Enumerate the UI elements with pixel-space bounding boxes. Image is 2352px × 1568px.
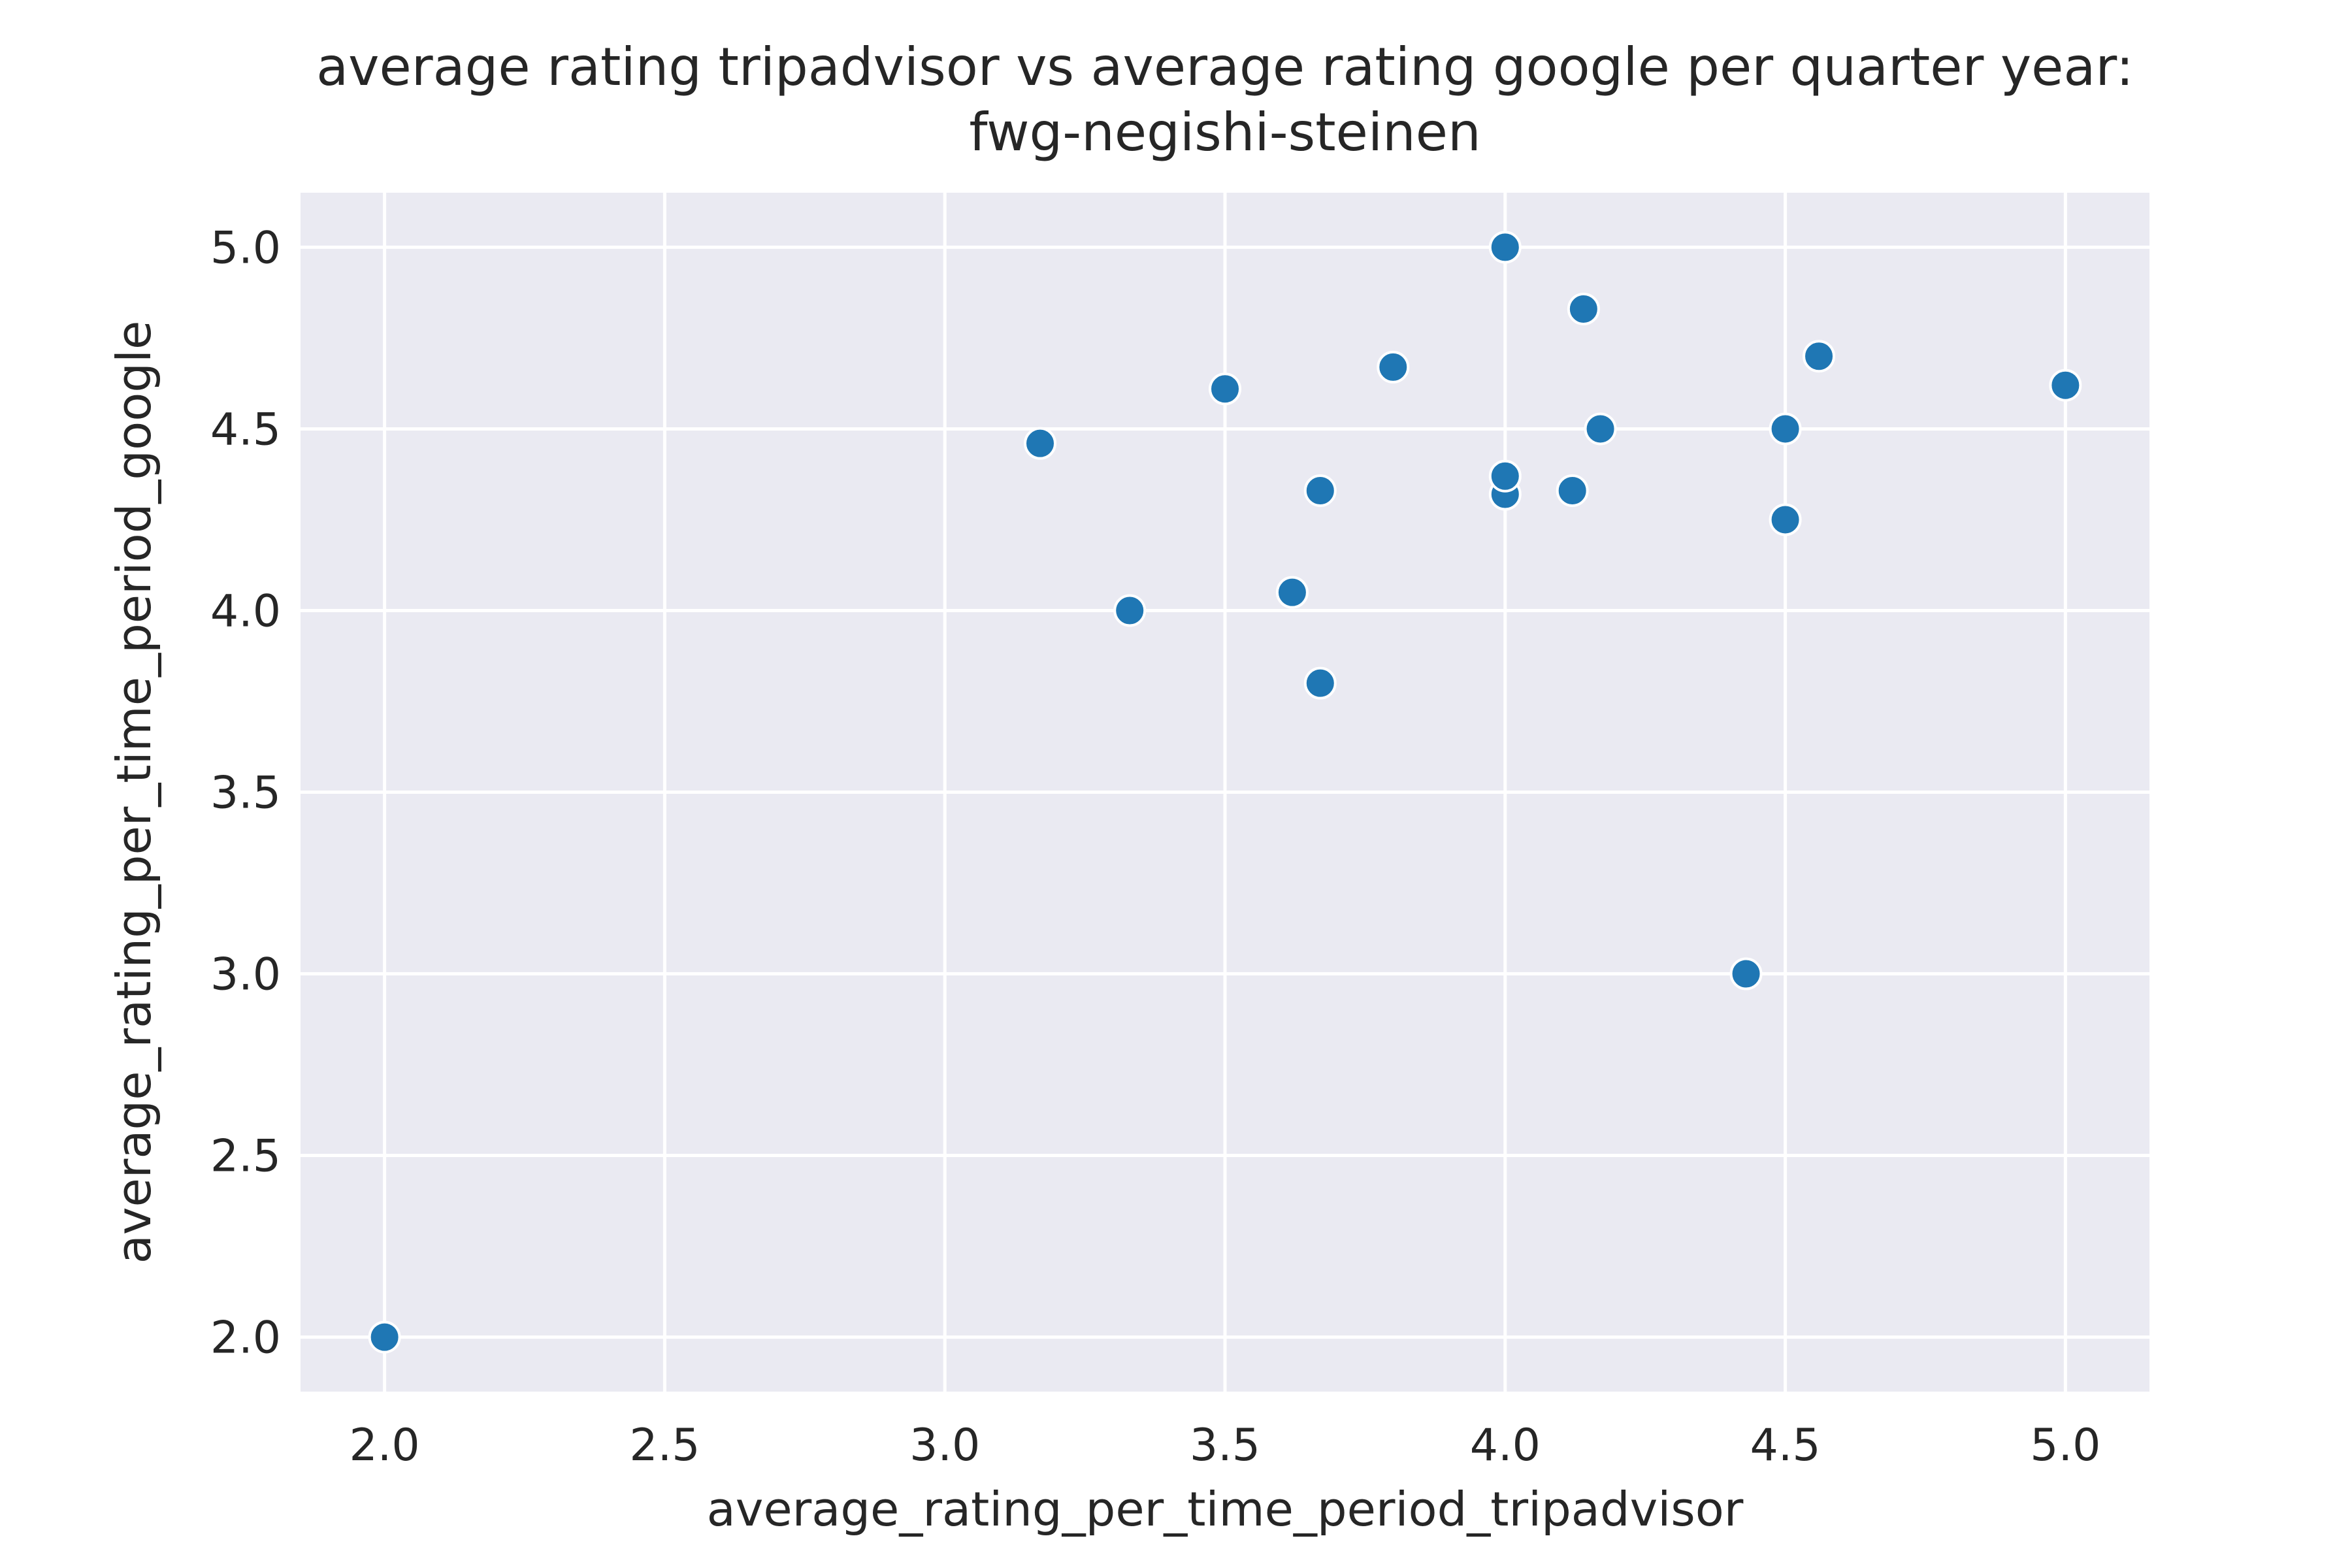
scatter-point — [1556, 474, 1589, 507]
x-tick-label: 2.5 — [629, 1420, 700, 1471]
y-axis-ticks: 2.0 2.5 3.0 3.5 4.0 4.5 5.0 — [210, 222, 281, 1364]
x-tick-label: 3.0 — [909, 1420, 980, 1471]
scatter-point — [1567, 292, 1600, 325]
y-tick-label: 2.0 — [210, 1313, 281, 1364]
scatter-point — [1488, 459, 1522, 493]
scatter-point — [1209, 372, 1241, 406]
y-tick-label: 2.5 — [210, 1131, 281, 1183]
grid-lines — [301, 193, 2149, 1392]
y-tick-label: 3.5 — [210, 768, 281, 819]
scatter-point — [1729, 957, 1763, 990]
y-axis-label: average_rating_per_time_period_google — [106, 321, 161, 1264]
scatter-point — [1024, 427, 1056, 460]
scatter-point — [1488, 231, 1522, 264]
scatter-point — [1769, 412, 1802, 446]
scatter-point — [1303, 474, 1337, 507]
scatter-point — [1769, 503, 1802, 536]
x-tick-label: 3.5 — [1190, 1420, 1260, 1471]
scatter-point — [1377, 350, 1410, 384]
chart-title-line-2: fwg-negishi-steinen — [969, 102, 1480, 163]
x-tick-label: 4.5 — [1750, 1420, 1820, 1471]
x-tick-label: 2.0 — [350, 1420, 420, 1471]
x-tick-label: 5.0 — [2030, 1420, 2100, 1471]
scatter-point — [1584, 412, 1617, 446]
scatter-point — [1803, 340, 1836, 373]
y-tick-label: 4.0 — [210, 585, 281, 637]
y-tick-label: 5.0 — [210, 222, 281, 274]
x-axis-ticks: 2.0 2.5 3.0 3.5 4.0 4.5 5.0 — [350, 1420, 2101, 1471]
scatter-point — [368, 1320, 401, 1354]
y-tick-label: 4.5 — [210, 404, 281, 455]
y-tick-label: 3.0 — [210, 949, 281, 1001]
x-tick-label: 4.0 — [1470, 1420, 1541, 1471]
x-axis-label: average_rating_per_time_period_tripadvis… — [707, 1482, 1744, 1537]
scatter-point — [1275, 576, 1309, 609]
data-points — [368, 231, 2082, 1354]
scatter-point — [1113, 594, 1147, 627]
scatter-point — [2049, 368, 2082, 402]
scatter-point — [1303, 666, 1337, 700]
chart-title-line-1: average rating tripadvisor vs average ra… — [316, 37, 2134, 97]
